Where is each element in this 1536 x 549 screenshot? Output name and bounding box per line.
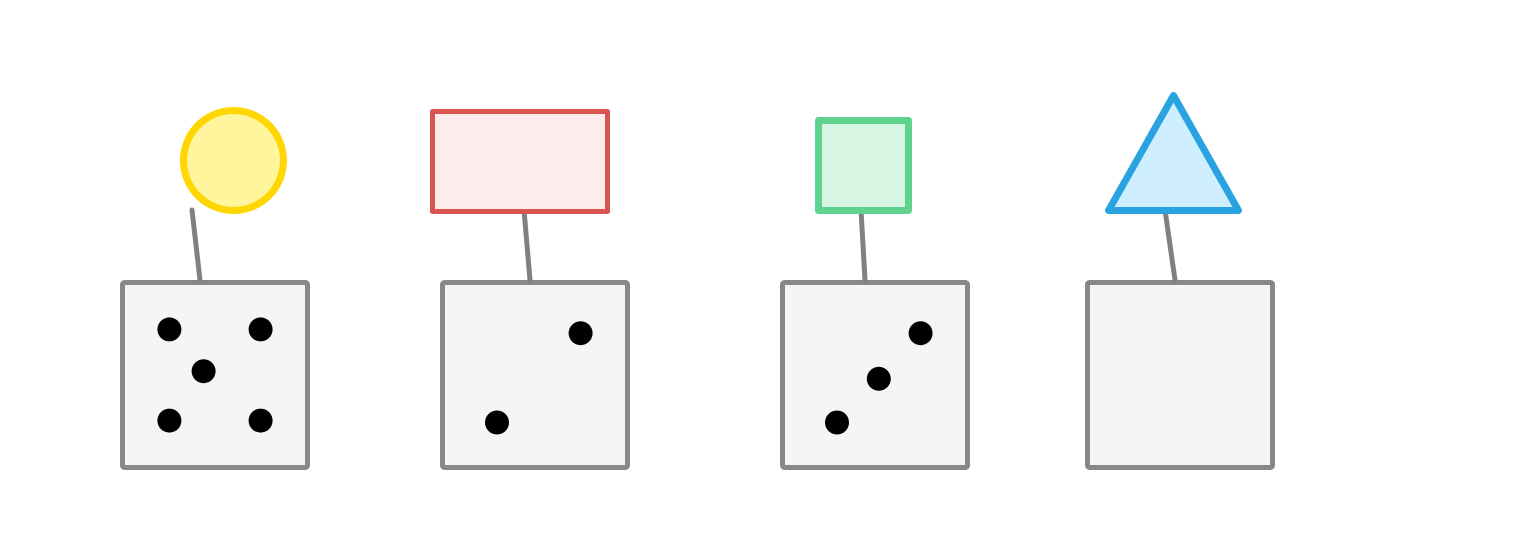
dice-face-5 (120, 280, 310, 470)
unit-triangle-zero (1085, 0, 1325, 549)
connector-stick (519, 210, 535, 280)
unit-square-three (780, 0, 1020, 549)
circle-shape (180, 107, 287, 214)
diagram-stage (0, 0, 1536, 549)
connector-stick (1160, 210, 1180, 280)
dice-face-2 (440, 280, 630, 470)
dice-face-3 (780, 280, 970, 470)
square-shape (815, 117, 912, 214)
unit-circle-five (120, 0, 360, 549)
unit-rectangle-two (440, 0, 680, 549)
dice-face-0 (1085, 280, 1275, 470)
connector-stick (856, 210, 870, 280)
connector-stick (187, 210, 205, 280)
triangle-shape (1105, 92, 1242, 214)
rectangle-shape (430, 109, 610, 214)
